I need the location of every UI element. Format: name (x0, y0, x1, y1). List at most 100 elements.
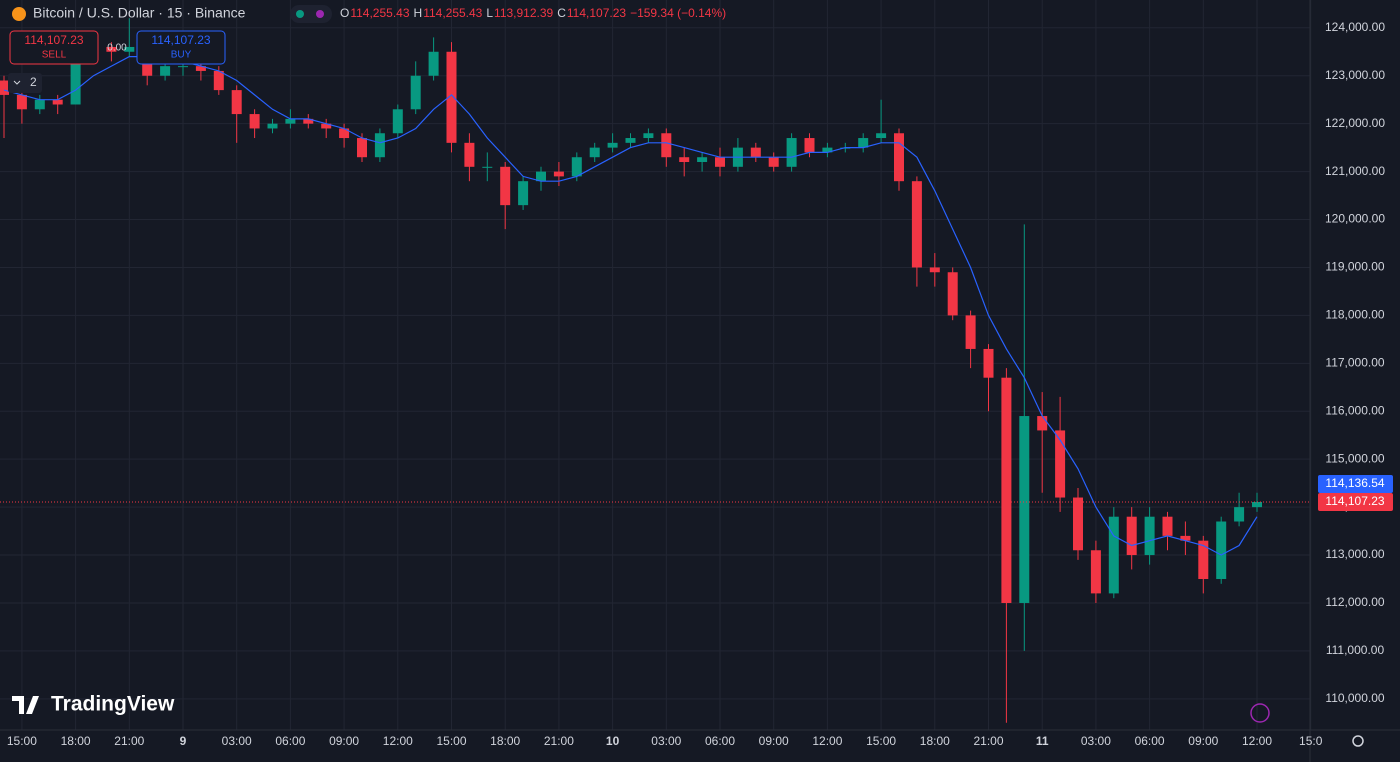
candle-body (1252, 501, 1262, 508)
candle-body (929, 267, 940, 273)
candle-body (500, 166, 511, 206)
x-tick-label: 18:00 (920, 734, 950, 748)
candle-body (213, 70, 224, 91)
x-tick-label: 18:00 (61, 734, 91, 748)
sell-button[interactable] (9, 30, 99, 65)
candle-body (392, 109, 403, 134)
x-tick-label: 03:00 (222, 734, 252, 748)
candle-body (589, 147, 600, 158)
candle-body (70, 51, 81, 105)
x-tick-label: 09:00 (1188, 734, 1218, 748)
candle-body (536, 171, 546, 182)
x-tick-label: 21:00 (973, 734, 1003, 748)
candle-body (303, 118, 314, 124)
candle-body (1019, 416, 1030, 603)
candle-body (321, 123, 332, 129)
x-tick-label: 03:00 (1081, 734, 1111, 748)
candle-body (1216, 521, 1227, 580)
candle-body (464, 142, 475, 167)
candle-body (1073, 497, 1083, 551)
buy-button[interactable] (136, 30, 226, 65)
candle-body (1234, 507, 1245, 522)
series (0, 18, 1310, 723)
candle-body (428, 51, 439, 76)
candle-body (482, 166, 493, 168)
candle-body (124, 46, 135, 52)
buy-price: 114,107.23 (151, 33, 210, 47)
x-tick-label: 09:00 (329, 734, 359, 748)
y-tick-label: 121,000.00 (1325, 164, 1385, 178)
candle-body (357, 138, 367, 158)
assistant-icon[interactable] (1250, 703, 1270, 723)
candle-body (249, 114, 260, 129)
axes: 110,000.00 111,000.00 112,000.00 113,000.00… (7, 20, 1393, 748)
settings-icon[interactable] (1352, 735, 1364, 747)
watermark: TradingView (51, 693, 175, 716)
y-tick-label: 115,000.00 (1325, 451, 1384, 465)
candle-body (894, 133, 904, 182)
candle-body (231, 90, 242, 115)
legend-change: −159.34 (−0.14%) (630, 6, 726, 20)
sell-label: SELL (42, 50, 67, 61)
status-pill[interactable] (290, 5, 332, 23)
y-tick-label: 120,000.00 (1325, 212, 1385, 226)
ohlc-legend: O 114,255.43 H 114,255.43 L 113,912.39 C 114,10… (340, 6, 726, 20)
x-tick-label: 06:00 (705, 734, 735, 748)
candle-body (715, 157, 725, 167)
legend-value: 114,255.43 (350, 6, 409, 20)
candle-body (786, 138, 797, 167)
logo-mark (12, 696, 39, 714)
candle-body (697, 157, 708, 163)
candle-body (965, 315, 976, 349)
candle-body (285, 118, 296, 124)
legend-key: H (414, 6, 423, 20)
candle-body (947, 272, 958, 316)
legend-key: L (486, 6, 493, 20)
y-tick-label: 124,000.00 (1325, 20, 1385, 34)
x-tick-label: 21:00 (114, 734, 144, 748)
y-tick-label: 122,000.00 (1325, 116, 1385, 130)
candle-body (607, 142, 618, 148)
x-tick-label: 18:00 (490, 734, 520, 748)
candle-body (625, 138, 636, 143)
candle-body (1126, 516, 1137, 556)
x-tick-label: 15:0 (1299, 734, 1323, 748)
candle-body (518, 181, 529, 206)
y-tick-label: 116,000.00 (1325, 403, 1384, 417)
legend-value: 114,107.23 (567, 6, 626, 20)
candle-body (1055, 430, 1066, 498)
x-tick-label: 06:00 (275, 734, 305, 748)
candle-body (661, 133, 672, 158)
candle-body (1108, 516, 1119, 594)
price-tag-label: 114,136.54 (1325, 476, 1384, 490)
candle-body (0, 80, 9, 95)
candle-body (374, 133, 385, 158)
chevron (13, 80, 21, 85)
candle-body (446, 51, 457, 143)
candle-body (339, 128, 350, 139)
candle-body (1180, 535, 1191, 541)
candle-body (52, 99, 63, 105)
x-tick-label: 11 (1036, 734, 1049, 748)
candle-body (911, 181, 922, 268)
candle-body (1001, 377, 1012, 603)
candle-body (195, 66, 206, 71)
candle-body (178, 66, 188, 68)
indicator-toggle[interactable] (8, 73, 42, 93)
y-tick-label: 110,000.00 (1325, 691, 1384, 705)
indicator-count: 2 (30, 75, 37, 89)
x-tick-label: 9 (180, 734, 187, 748)
legend-value: 114,255.43 (423, 6, 482, 20)
price-tag-label: 114,107.23 (1325, 494, 1384, 508)
candle-body (768, 157, 779, 167)
candle-body (643, 133, 654, 139)
coin-icon (12, 7, 26, 21)
candle-body (1162, 516, 1173, 536)
x-tick-label: 15:00 (436, 734, 466, 748)
status-dot (296, 10, 304, 18)
spread: 0.00 (107, 43, 127, 54)
x-tick-label: 15:00 (7, 734, 37, 748)
candle-body (1144, 516, 1155, 556)
candle-body (750, 147, 761, 158)
